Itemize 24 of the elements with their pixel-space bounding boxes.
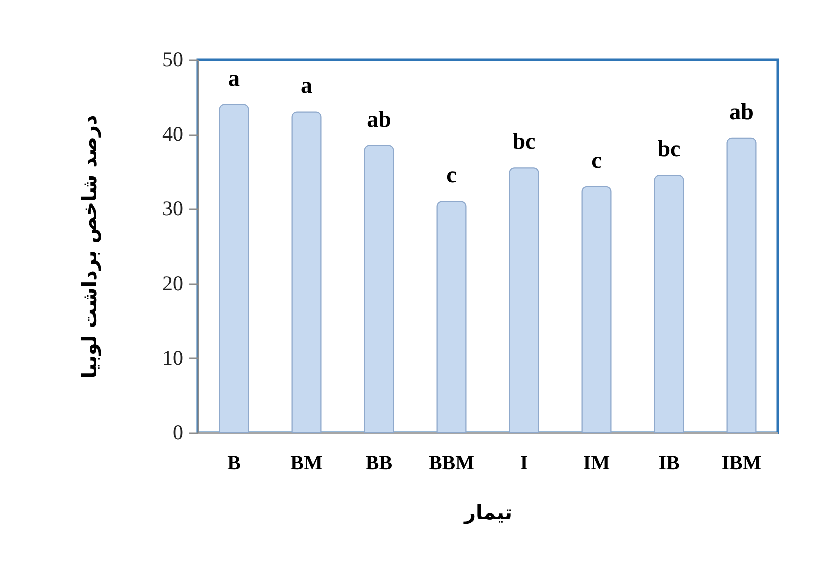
x-axis-title: تیمار bbox=[463, 500, 513, 524]
x-tick-label: B bbox=[228, 452, 241, 474]
data-label: bc bbox=[512, 129, 536, 154]
x-tick-label: BBM bbox=[428, 452, 475, 474]
x-tick-label: I bbox=[520, 452, 528, 474]
x-tick-label: BM bbox=[290, 452, 323, 474]
data-label: a bbox=[228, 66, 240, 91]
x-tick-label: IM bbox=[583, 452, 610, 474]
data-label: ab bbox=[730, 99, 754, 124]
y-tick-label: 40 bbox=[162, 122, 184, 146]
data-label: c bbox=[592, 148, 602, 173]
y-axis-title: درصد شاخص برداشت لوبیا bbox=[78, 115, 102, 379]
data-label: bc bbox=[658, 136, 681, 162]
data-label: a bbox=[301, 73, 313, 98]
data-label: c bbox=[446, 162, 457, 188]
data-label: ab bbox=[367, 106, 392, 132]
y-tick-label: 30 bbox=[162, 196, 184, 221]
x-tick-label: IB bbox=[658, 452, 680, 474]
y-tick-label: 0 bbox=[173, 420, 184, 444]
x-tick-label: BB bbox=[366, 452, 393, 474]
y-tick-label: 50 bbox=[162, 48, 184, 72]
x-tick-label: IBM bbox=[722, 452, 762, 474]
y-tick-label: 20 bbox=[162, 271, 184, 296]
y-tick-label: 10 bbox=[162, 346, 184, 370]
